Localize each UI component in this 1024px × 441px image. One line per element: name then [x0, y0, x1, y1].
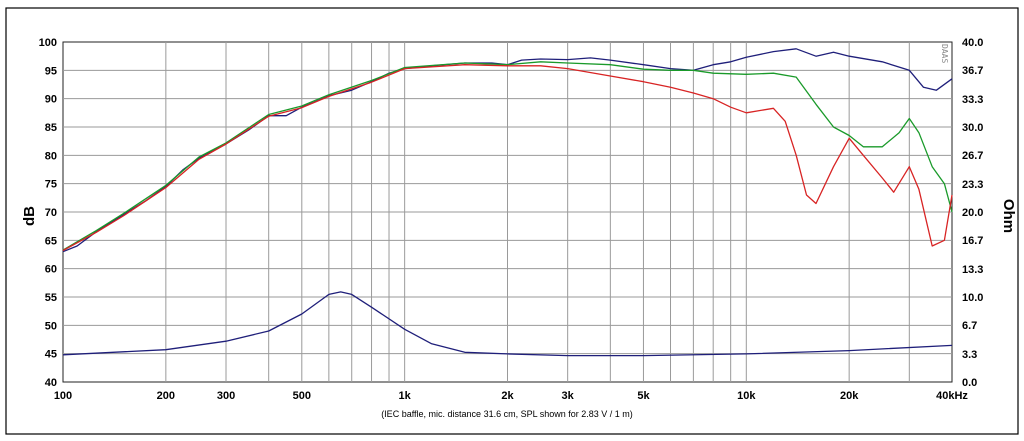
x-tick-label: 300 [217, 390, 235, 402]
y-right-tick-label: 3.3 [962, 349, 977, 361]
y-left-tick-label: 80 [45, 150, 57, 162]
x-tick-label: 500 [293, 390, 311, 402]
x-tick-label: 3k [562, 390, 575, 402]
x-tick-label: 2k [501, 390, 514, 402]
y-left-tick-label: 70 [45, 207, 57, 219]
x-tick-label: 1k [399, 390, 412, 402]
y-right-tick-label: 36.7 [962, 65, 983, 77]
chart-caption: (IEC baffle, mic. distance 31.6 cm, SPL … [381, 409, 633, 419]
x-tick-label: 10k [737, 390, 756, 402]
y-right-tick-label: 23.3 [962, 179, 983, 191]
y-axis-left-title: dB [21, 206, 38, 226]
y-right-tick-label: 6.7 [962, 320, 977, 332]
y-axis-left-tick-labels: 40 45 50 55 60 65 70 75 80 85 90 95 100 [39, 37, 57, 389]
y-right-tick-label: 30.0 [962, 122, 983, 134]
series-line-3 [62, 64, 953, 252]
y-left-tick-label: 95 [45, 65, 57, 77]
y-right-tick-label: 40.0 [962, 37, 983, 49]
y-right-tick-label: 33.3 [962, 94, 983, 106]
series-line-4 [62, 291, 953, 357]
y-right-tick-label: 16.7 [962, 235, 983, 247]
y-right-tick-label: 0.0 [962, 377, 977, 389]
y-left-tick-label: 60 [45, 264, 57, 276]
x-tick-label: 200 [157, 390, 175, 402]
y-left-tick-label: 100 [39, 37, 57, 49]
y-left-tick-label: 75 [45, 179, 57, 191]
x-tick-label: 100 [54, 390, 72, 402]
y-right-tick-label: 10.0 [962, 292, 983, 304]
y-axis-right-tick-labels: 0.0 3.3 6.7 10.0 13.3 16.7 20.0 23.3 26.7 30.0 33.… [962, 37, 983, 389]
x-tick-label: 5k [637, 390, 650, 402]
series-layer [62, 48, 953, 357]
grid-lines [63, 42, 952, 382]
y-axis-right-title: Ohm [1000, 199, 1017, 233]
y-left-tick-label: 45 [45, 349, 57, 361]
y-left-tick-label: 85 [45, 122, 57, 134]
x-tick-label: 40kHz [936, 390, 968, 402]
x-axis-tick-labels: 100 200 300 500 1k 2k 3k 5k 10k 20k 40kHz [54, 390, 969, 402]
y-right-tick-label: 20.0 [962, 207, 983, 219]
y-right-tick-label: 26.7 [962, 150, 983, 162]
series-line-2 [62, 61, 953, 251]
y-right-tick-label: 13.3 [962, 264, 983, 276]
x-tick-label: 20k [840, 390, 859, 402]
y-left-tick-label: 50 [45, 320, 57, 332]
y-left-tick-label: 65 [45, 235, 57, 247]
watermark: DAAS [940, 44, 949, 63]
y-left-tick-label: 90 [45, 94, 57, 106]
y-left-tick-label: 40 [45, 377, 57, 389]
y-left-tick-label: 55 [45, 292, 57, 304]
